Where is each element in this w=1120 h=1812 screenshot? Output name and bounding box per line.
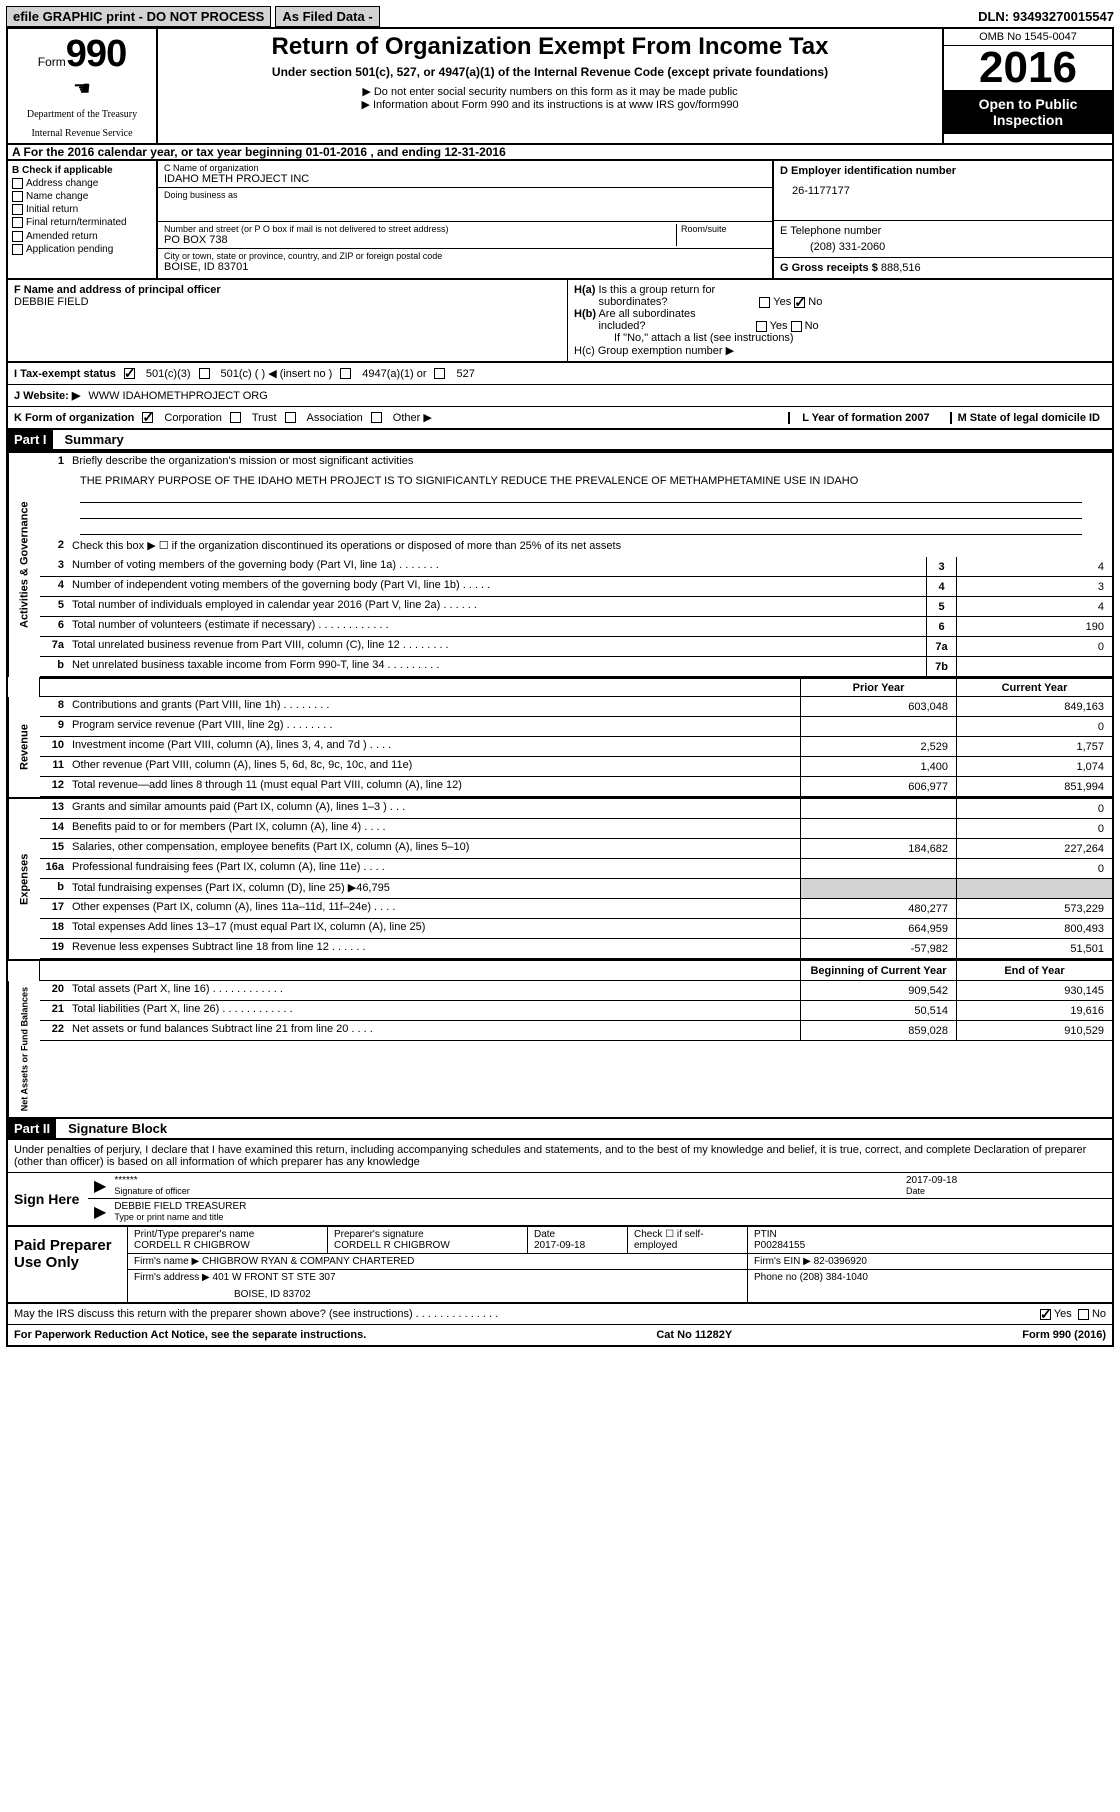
h-block: H(a) Is this a group return for subordin…: [568, 280, 1112, 361]
col-c: C Name of organization IDAHO METH PROJEC…: [158, 161, 772, 278]
efile-label: efile GRAPHIC print - DO NOT PROCESS: [6, 6, 271, 27]
row-a: A For the 2016 calendar year, or tax yea…: [6, 145, 1114, 161]
gross-receipts: G Gross receipts $ 888,516: [774, 258, 1112, 278]
col-b-checkboxes: B Check if applicable Address change Nam…: [8, 161, 158, 278]
header-bar: efile GRAPHIC print - DO NOT PROCESS As …: [6, 6, 1114, 29]
dba-cell: Doing business as: [158, 188, 772, 222]
dept-treasury: Department of the Treasury: [12, 109, 152, 120]
row-k: K Form of organization Corporation Trust…: [6, 407, 1114, 430]
phone-cell: E Telephone number (208) 331-2060: [774, 221, 1112, 258]
irs-label: Internal Revenue Service: [12, 128, 152, 139]
irs-discuss: May the IRS discuss this return with the…: [6, 1304, 1114, 1325]
footer: For Paperwork Reduction Act Notice, see …: [6, 1325, 1114, 1347]
main-block: B Check if applicable Address change Nam…: [6, 161, 1114, 280]
section-netassets-header: Beginning of Current YearEnd of Year: [6, 959, 1114, 981]
org-name-cell: C Name of organization IDAHO METH PROJEC…: [158, 161, 772, 188]
part-ii-header: Part IISignature Block: [6, 1119, 1114, 1140]
note-1: ▶ Do not enter social security numbers o…: [166, 85, 934, 98]
row-f: F Name and address of principal officer …: [6, 280, 1114, 363]
dln: DLN: 93493270015547: [978, 9, 1114, 24]
addr-cell: Number and street (or P O box if mail is…: [158, 222, 772, 249]
col-right: D Employer identification number 26-1177…: [772, 161, 1112, 278]
top-grid: Form990 ☚ Department of the Treasury Int…: [6, 29, 1114, 145]
city-cell: City or town, state or province, country…: [158, 249, 772, 275]
year-block: OMB No 1545-0047 2016 Open to Public Ins…: [942, 29, 1112, 143]
form-title: Return of Organization Exempt From Incom…: [166, 33, 934, 61]
hc: H(c) Group exemption number ▶: [574, 344, 1106, 357]
section-activities: Activities & Governance 1Briefly describ…: [6, 451, 1114, 677]
tax-year: 2016: [944, 46, 1112, 90]
part-i-header: Part ISummary: [6, 430, 1114, 451]
section-revenue: Revenue 8Contributions and grants (Part …: [6, 697, 1114, 797]
asfiled-label: As Filed Data -: [275, 6, 379, 27]
title-block: Return of Organization Exempt From Incom…: [158, 29, 942, 143]
section-netassets: Net Assets or Fund Balances 20Total asse…: [6, 981, 1114, 1119]
section-expenses: Expenses 13Grants and similar amounts pa…: [6, 797, 1114, 959]
row-j: J Website: ▶ WWW IDAHOMETHPROJECT ORG: [6, 385, 1114, 407]
preparer-block: Paid Preparer Use Only Print/Type prepar…: [6, 1227, 1114, 1304]
form-number-block: Form990 ☚ Department of the Treasury Int…: [8, 29, 158, 143]
principal-officer: F Name and address of principal officer …: [8, 280, 568, 361]
form-subtitle: Under section 501(c), 527, or 4947(a)(1)…: [166, 65, 934, 79]
section-revenue-header: Prior YearCurrent Year: [6, 677, 1114, 697]
open-inspection: Open to Public Inspection: [944, 90, 1112, 134]
ein-cell: D Employer identification number 26-1177…: [774, 161, 1112, 221]
row-i: I Tax-exempt status 501(c)(3) 501(c) ( )…: [6, 363, 1114, 385]
signature-block: Under penalties of perjury, I declare th…: [6, 1140, 1114, 1347]
note-2: ▶ Information about Form 990 and its ins…: [166, 98, 934, 111]
